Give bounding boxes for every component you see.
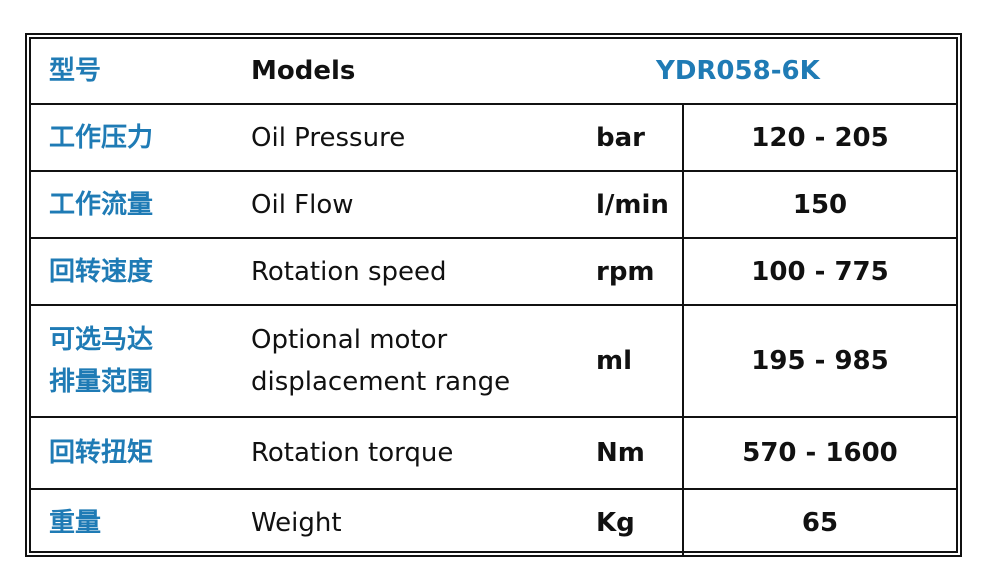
spec-row: 重量 Weight Kg 65 xyxy=(31,488,957,555)
row-value: 195 - 985 xyxy=(681,304,957,417)
row-unit: ml xyxy=(596,304,683,417)
header-value: YDR058-6K xyxy=(656,56,820,86)
row-value: 65 xyxy=(681,488,957,555)
row-unit: Kg xyxy=(596,488,683,555)
header-row: 型号 Models YDR058-6K xyxy=(31,39,956,104)
spec-row: 回转扭矩 Rotation torque Nm 570 - 1600 xyxy=(31,416,957,489)
spec-table: 型号 Models YDR058-6K 工作压力 Oil Pressure bar 1… xyxy=(31,39,957,555)
row-unit: Nm xyxy=(596,416,683,489)
spec-row: 工作流量 Oil Flow l/min 150 xyxy=(31,170,957,238)
row-zh: 重量 xyxy=(31,488,251,555)
row-en: Oil Flow xyxy=(251,170,596,238)
row-zh: 回转扭矩 xyxy=(31,416,251,489)
row-zh: 可选马达 排量范围 xyxy=(31,304,251,417)
row-value: 120 - 205 xyxy=(681,103,957,171)
header-zh: 型号 xyxy=(49,56,102,86)
table-inner-frame: 型号 Models YDR058-6K 工作压力 Oil Pressure bar 1… xyxy=(29,37,958,555)
row-value: 570 - 1600 xyxy=(681,416,957,489)
spec-row: 可选马达 排量范围 Optional motor displacement ran… xyxy=(31,304,957,417)
row-zh: 回转速度 xyxy=(31,237,251,305)
row-unit: rpm xyxy=(596,237,683,305)
row-value: 150 xyxy=(681,170,957,238)
row-en: Optional motor displacement range xyxy=(251,304,596,417)
row-en: Rotation speed xyxy=(251,237,596,305)
row-zh: 工作流量 xyxy=(31,170,251,238)
spec-row: 工作压力 Oil Pressure bar 120 - 205 xyxy=(31,103,957,171)
table-frame: 型号 Models YDR058-6K 工作压力 Oil Pressure bar 1… xyxy=(25,33,962,557)
header-en: Models xyxy=(251,56,356,86)
row-value: 100 - 775 xyxy=(681,237,957,305)
spec-row: 回转速度 Rotation speed rpm 100 - 775 xyxy=(31,237,957,305)
row-en: Weight xyxy=(251,488,596,555)
row-unit: l/min xyxy=(596,170,683,238)
row-zh: 工作压力 xyxy=(31,103,251,171)
row-en: Oil Pressure xyxy=(251,103,596,171)
row-en: Rotation torque xyxy=(251,416,596,489)
row-unit: bar xyxy=(596,103,683,171)
